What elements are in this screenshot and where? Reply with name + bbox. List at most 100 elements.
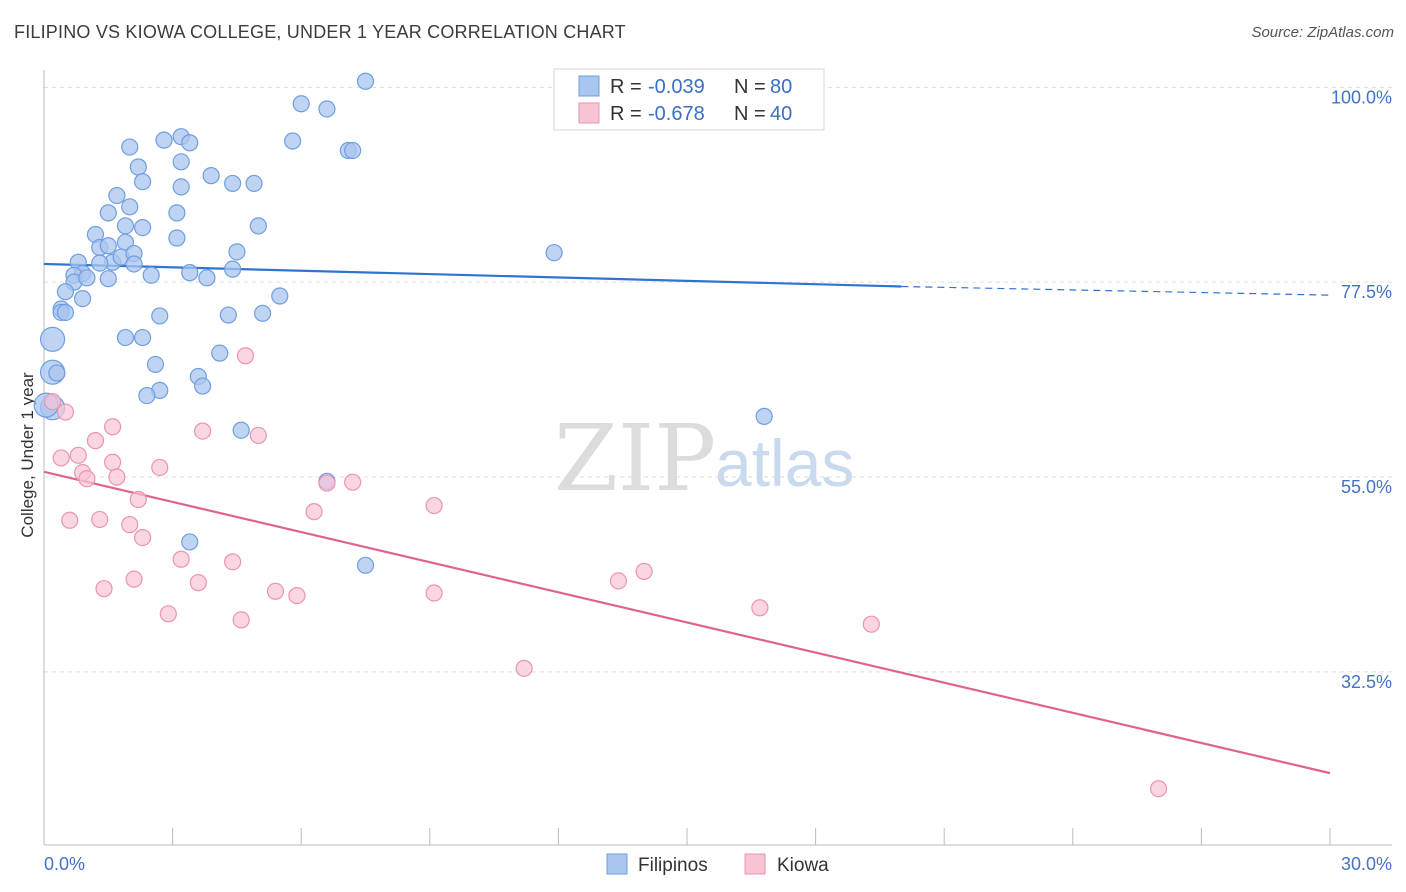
point-filipinos bbox=[232, 421, 250, 439]
point-filipinos bbox=[224, 174, 242, 193]
point-kiowa bbox=[43, 393, 62, 411]
point-kiowa bbox=[103, 418, 122, 436]
point-filipinos bbox=[78, 269, 96, 287]
point-kiowa bbox=[224, 553, 242, 571]
point-kiowa bbox=[344, 473, 362, 491]
point-filipinos bbox=[271, 287, 289, 305]
point-kiowa bbox=[635, 562, 653, 580]
point-filipinos bbox=[249, 217, 267, 235]
y-tick-label: 100.0% bbox=[1331, 87, 1392, 107]
point-filipinos bbox=[224, 260, 242, 278]
point-filipinos bbox=[108, 186, 126, 205]
point-filipinos bbox=[211, 344, 229, 362]
point-kiowa bbox=[125, 570, 143, 588]
point-kiowa bbox=[194, 422, 212, 440]
point-kiowa bbox=[91, 510, 109, 529]
trend-line-filipinos bbox=[43, 262, 902, 288]
point-kiowa bbox=[151, 458, 169, 477]
point-filipinos bbox=[172, 178, 190, 196]
point-filipinos bbox=[73, 290, 92, 308]
point-filipinos bbox=[202, 167, 220, 185]
point-kiowa bbox=[69, 446, 87, 464]
point-filipinos bbox=[254, 304, 272, 322]
point-filipinos bbox=[121, 198, 139, 216]
y-tick-label: 77.5% bbox=[1341, 282, 1392, 302]
y-tick-label: 55.0% bbox=[1341, 477, 1392, 497]
legend-n-value-kiowa: 40 bbox=[770, 103, 792, 125]
legend-r-value-filipinos: -0.039 bbox=[648, 76, 705, 98]
watermark: ZIP atlas bbox=[554, 405, 854, 512]
point-filipinos bbox=[181, 134, 199, 152]
point-filipinos bbox=[48, 364, 66, 382]
series-legend-swatch-kiowa bbox=[744, 853, 766, 875]
legend-r-value-kiowa: -0.678 bbox=[648, 103, 705, 125]
point-filipinos bbox=[344, 141, 362, 160]
legend-r-label-2: R = bbox=[610, 103, 642, 125]
series-legend: Filipinos Kiowa bbox=[606, 853, 829, 876]
legend-r-label-1: R = bbox=[610, 76, 642, 98]
axes bbox=[43, 70, 1392, 846]
watermark-atlas: atlas bbox=[715, 426, 854, 500]
y-tick-label: 32.5% bbox=[1341, 672, 1392, 692]
point-filipinos bbox=[151, 307, 169, 325]
point-filipinos bbox=[142, 266, 160, 284]
source-label: Source: ZipAtlas.com bbox=[1251, 24, 1394, 41]
point-kiowa bbox=[52, 449, 70, 467]
point-kiowa bbox=[172, 550, 190, 568]
point-kiowa bbox=[86, 432, 105, 450]
point-filipinos bbox=[755, 407, 773, 425]
point-kiowa bbox=[609, 572, 628, 590]
point-kiowa bbox=[129, 490, 147, 509]
point-kiowa bbox=[305, 503, 323, 521]
point-kiowa bbox=[159, 605, 177, 623]
point-kiowa bbox=[425, 496, 443, 515]
series-legend-swatch-filipinos bbox=[606, 853, 628, 875]
point-kiowa bbox=[61, 511, 79, 529]
point-filipinos bbox=[168, 204, 186, 222]
point-filipinos bbox=[91, 254, 109, 272]
point-kiowa bbox=[266, 582, 285, 600]
x-tick-label-min: 0.0% bbox=[44, 854, 85, 874]
legend-n-label-2: N = bbox=[734, 103, 766, 125]
point-filipinos bbox=[318, 100, 336, 118]
y-axis-title: College, Under 1 year bbox=[18, 372, 37, 538]
point-kiowa bbox=[751, 599, 769, 617]
point-kiowa bbox=[425, 584, 443, 602]
point-kiowa bbox=[95, 580, 113, 598]
point-kiowa bbox=[318, 474, 336, 492]
trend-lines bbox=[43, 262, 1331, 775]
point-filipinos bbox=[146, 355, 165, 374]
point-kiowa bbox=[515, 659, 533, 677]
point-filipinos bbox=[219, 306, 237, 324]
point-kiowa bbox=[56, 403, 75, 421]
point-filipinos bbox=[356, 556, 375, 574]
point-kiowa bbox=[78, 470, 96, 488]
point-filipinos bbox=[39, 326, 66, 352]
point-filipinos bbox=[133, 218, 152, 237]
point-filipinos bbox=[228, 243, 246, 261]
data-points bbox=[33, 72, 1168, 798]
grid-lines bbox=[44, 86, 1392, 673]
point-filipinos bbox=[99, 204, 117, 222]
legend: R = -0.039 N = 80 R = -0.678 N = 40 bbox=[553, 68, 825, 131]
series-legend-label-kiowa: Kiowa bbox=[777, 855, 829, 876]
point-filipinos bbox=[194, 377, 212, 395]
point-kiowa bbox=[108, 468, 126, 486]
point-kiowa bbox=[288, 587, 306, 605]
point-kiowa bbox=[862, 615, 880, 633]
point-kiowa bbox=[1149, 780, 1168, 798]
point-filipinos bbox=[116, 328, 135, 347]
point-filipinos bbox=[155, 131, 173, 149]
legend-n-label-1: N = bbox=[734, 76, 766, 98]
watermark-zip: ZIP bbox=[554, 405, 716, 512]
y-tick-labels: 32.5% 55.0% 77.5% 100.0% bbox=[1331, 87, 1392, 691]
point-filipinos bbox=[138, 386, 156, 405]
point-filipinos bbox=[121, 138, 139, 156]
x-tick-label-max: 30.0% bbox=[1341, 854, 1392, 874]
point-filipinos bbox=[116, 217, 135, 235]
point-kiowa bbox=[103, 453, 122, 471]
point-kiowa bbox=[121, 516, 139, 534]
point-kiowa bbox=[232, 611, 250, 629]
point-filipinos bbox=[181, 533, 199, 551]
